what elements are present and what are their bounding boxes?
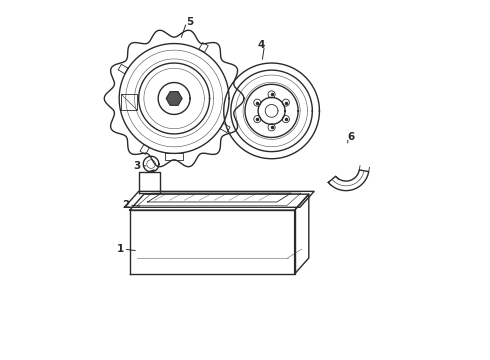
- Text: 1: 1: [117, 244, 124, 254]
- Text: 3: 3: [133, 161, 141, 171]
- Text: 6: 6: [348, 132, 355, 143]
- Text: 2: 2: [122, 200, 129, 210]
- Text: 5: 5: [186, 17, 194, 27]
- Polygon shape: [166, 92, 182, 105]
- Text: 4: 4: [257, 40, 265, 50]
